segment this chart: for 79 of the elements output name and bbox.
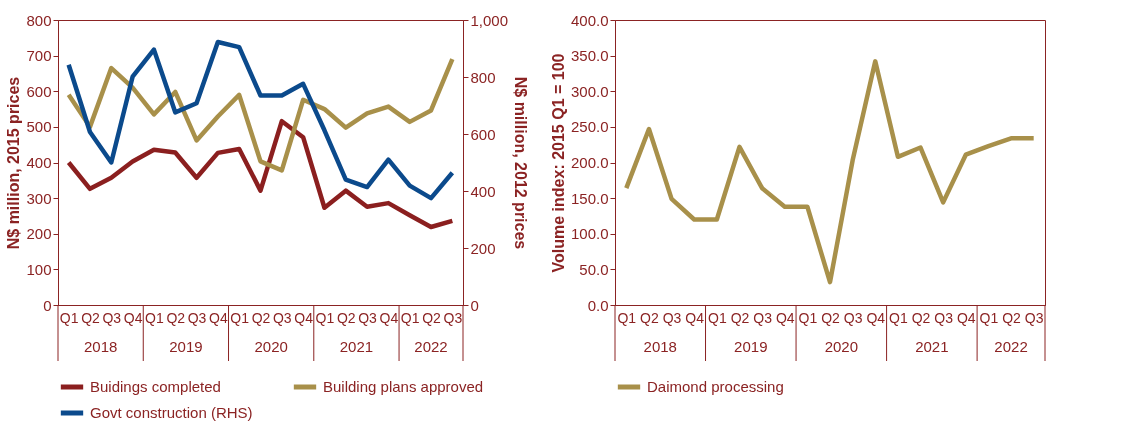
x-tick-label: Q1 xyxy=(145,309,164,326)
y-tick-label: 800 xyxy=(26,11,52,29)
x-tick-label: Q4 xyxy=(775,309,795,326)
x-tick-label: Q2 xyxy=(251,309,271,326)
y2-axis-title: N$ million, 2012 prices xyxy=(512,76,530,250)
y-tick-label: 150.0 xyxy=(570,189,609,207)
legend-label: Daimond processing xyxy=(647,378,784,395)
y-tick-label: 600 xyxy=(26,82,52,100)
x-tick-label: Q4 xyxy=(379,309,399,326)
x-tick-label: Q1 xyxy=(979,309,999,326)
y-tick-label: 0 xyxy=(43,296,52,314)
y-tick-label: 400 xyxy=(26,154,52,171)
x-tick-label: Q2 xyxy=(730,309,750,326)
y2-tick-label: 200 xyxy=(470,239,496,257)
legend-label: Building plans approved xyxy=(323,378,484,395)
text: 2020 xyxy=(254,338,288,355)
text: 2022 xyxy=(414,338,448,355)
x-tick-label: Q4 xyxy=(294,309,314,326)
y-tick-label: 0.0 xyxy=(587,296,609,314)
x-tick-label: Q1 xyxy=(230,309,250,326)
text: 2019 xyxy=(169,338,203,355)
x-tick-label: Q4 xyxy=(685,309,705,326)
y-axis-title: Volume index: 2015 Q1 = 100 xyxy=(549,53,567,273)
x-tick-label: Q3 xyxy=(272,309,292,326)
y-tick-label: 100.0 xyxy=(570,225,609,243)
x-tick-label: Q1 xyxy=(400,309,420,326)
x-tick-label: Q4 xyxy=(956,309,976,326)
x-tick-label: Q2 xyxy=(336,309,356,326)
y-tick-label: 250.0 xyxy=(570,118,609,136)
y-tick-label: 200 xyxy=(26,225,52,243)
x-tick-label: Q1 xyxy=(708,309,727,326)
y2-tick-label: 0 xyxy=(470,296,479,314)
y-tick-label: 700 xyxy=(26,47,52,65)
x-tick-label: Q4 xyxy=(866,309,886,326)
legend-label: Govt construction (RHS) xyxy=(90,404,253,421)
x-tick-label: Q2 xyxy=(166,309,186,326)
x-tick-label: Q1 xyxy=(617,309,637,326)
x-tick-label: Q2 xyxy=(911,309,931,326)
x-tick-label: Q1 xyxy=(315,309,335,326)
y-axis-title: N$ million, 2015 prices xyxy=(5,76,23,250)
text: 2018 xyxy=(83,338,118,355)
x-tick-label: Q2 xyxy=(640,309,659,326)
y-tick-label: 300 xyxy=(26,189,52,207)
x-tick-label: Q3 xyxy=(843,309,863,326)
legend-label: Buidings completed xyxy=(90,378,221,395)
x-tick-label: Q2 xyxy=(81,309,101,326)
x-tick-label: Q3 xyxy=(753,309,773,326)
y2-tick-label: 800 xyxy=(470,68,496,86)
text: 2021 xyxy=(339,338,374,355)
y-tick-label: 300.0 xyxy=(570,82,609,100)
x-tick-label: Q1 xyxy=(889,309,908,326)
x-tick-label: Q3 xyxy=(102,309,122,326)
x-tick-label: Q4 xyxy=(123,309,143,326)
y2-tick-label: 400 xyxy=(470,182,496,200)
y-tick-label: 400.0 xyxy=(570,11,609,29)
x-tick-label: Q3 xyxy=(187,309,207,326)
x-tick-label: Q2 xyxy=(821,309,841,326)
y-tick-label: 50.0 xyxy=(579,260,609,278)
x-tick-label: Q2 xyxy=(1002,309,1022,326)
x-tick-label: Q3 xyxy=(662,309,682,326)
y-tick-label: 500 xyxy=(26,118,52,136)
y2-tick-label: 1,000 xyxy=(470,11,509,29)
x-tick-label: Q1 xyxy=(798,309,818,326)
x-tick-label: Q1 xyxy=(59,309,79,326)
x-tick-label: Q3 xyxy=(358,309,378,326)
text: 2019 xyxy=(734,338,768,355)
text: 2021 xyxy=(915,338,949,355)
x-tick-label: Q3 xyxy=(934,309,954,326)
y-tick-label: 100 xyxy=(26,260,52,278)
text: 2022 xyxy=(994,338,1028,355)
y-tick-label: 350.0 xyxy=(570,47,609,65)
x-tick-label: Q2 xyxy=(422,309,442,326)
text: 2020 xyxy=(824,338,858,355)
text: 2018 xyxy=(643,338,677,355)
x-tick-label: Q3 xyxy=(443,309,463,326)
x-tick-label: Q3 xyxy=(1024,309,1044,326)
y2-tick-label: 600 xyxy=(470,125,496,143)
x-tick-label: Q4 xyxy=(209,309,228,326)
y-tick-label: 200.0 xyxy=(570,154,609,171)
